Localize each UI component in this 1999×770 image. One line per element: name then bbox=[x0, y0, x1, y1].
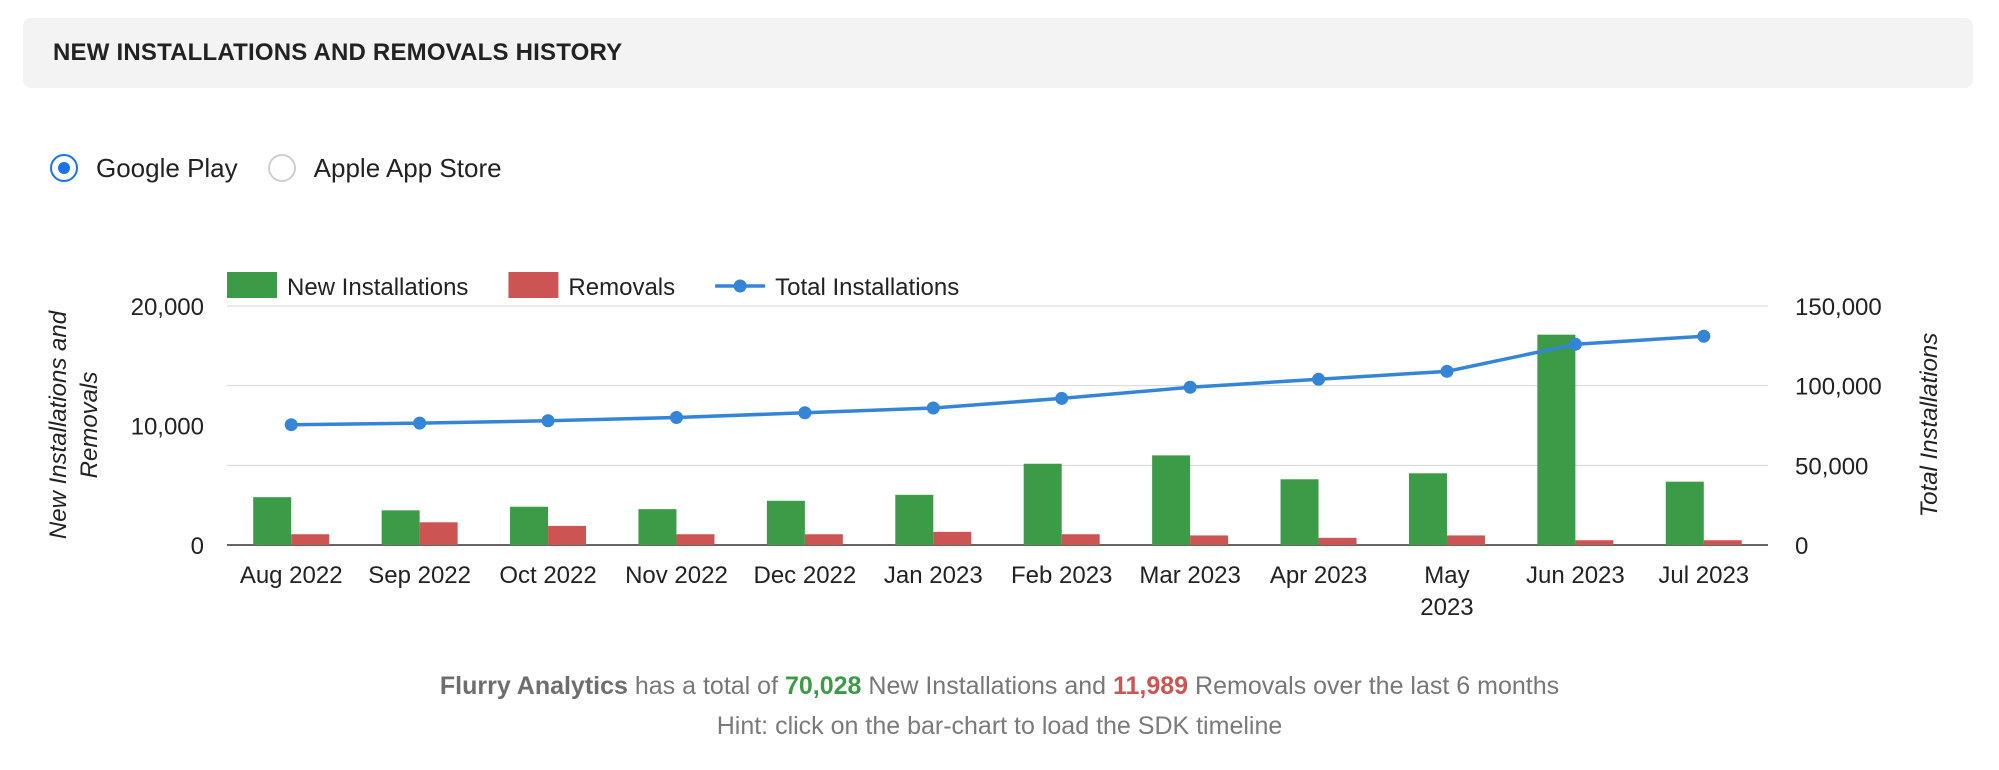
section-header: NEW INSTALLATIONS AND REMOVALS HISTORY bbox=[23, 18, 1973, 88]
app-name: Flurry Analytics bbox=[439, 672, 628, 700]
summary-text-3: Removals over the last 6 months bbox=[1195, 672, 1560, 700]
new-installations-bar bbox=[1152, 455, 1191, 545]
new-installations-bar bbox=[1023, 463, 1062, 545]
x-tick-label: Oct 2022 bbox=[499, 562, 596, 589]
removals-bar bbox=[933, 531, 972, 545]
total-installations-point bbox=[669, 411, 683, 425]
summary-line: Flurry Analytics has a total of 70,028 N… bbox=[0, 672, 1999, 701]
store-radio-group: Google Play Apple App Store bbox=[50, 148, 532, 188]
x-tick-label: Jun 2023 bbox=[1526, 562, 1625, 589]
apple-app-store-label[interactable]: Apple App Store bbox=[313, 152, 502, 183]
removals-bar bbox=[548, 525, 587, 545]
y-tick-label-left: 10,000 bbox=[131, 414, 204, 441]
y-tick-label-right: 100,000 bbox=[1795, 374, 1882, 401]
total-installations-point bbox=[541, 414, 555, 428]
x-tick-label: Dec 2022 bbox=[754, 562, 857, 589]
new-installations-bar bbox=[381, 510, 420, 545]
y-axis-title-left-line: Removals bbox=[76, 372, 103, 479]
y-tick-label-right: 150,000 bbox=[1795, 294, 1882, 321]
removals-bar bbox=[419, 522, 458, 545]
removals-bar bbox=[1446, 535, 1485, 545]
x-tick-label: Jan 2023 bbox=[884, 562, 983, 589]
y-tick-label-left: 20,000 bbox=[131, 294, 204, 321]
new-installations-bar bbox=[895, 494, 934, 545]
total-installations-point bbox=[284, 418, 298, 432]
installs-total: 70,028 bbox=[784, 672, 862, 700]
summary-text-1: has a total of bbox=[634, 672, 779, 700]
total-installations-point bbox=[1183, 380, 1197, 394]
installations-chart[interactable]: 0 10,000 20,000 0 50,000 100,000 150,000 New In… bbox=[0, 0, 1999, 660]
summary-text-2: New Installations and bbox=[868, 672, 1107, 700]
x-tick-label: Feb 2023 bbox=[1011, 562, 1112, 589]
new-installations-bar bbox=[766, 500, 805, 545]
x-tick-label: Sep 2022 bbox=[368, 562, 471, 589]
removals-bar bbox=[291, 534, 330, 545]
total-installations-line bbox=[291, 334, 1704, 427]
legend-swatch bbox=[227, 272, 277, 298]
google-play-label[interactable]: Google Play bbox=[96, 152, 238, 183]
new-installations-bar bbox=[510, 506, 549, 545]
y-tick-label-right: 0 bbox=[1795, 533, 1808, 560]
y-tick-label-right: 50,000 bbox=[1795, 453, 1868, 480]
removals-bar bbox=[1703, 540, 1742, 545]
new-installations-bar bbox=[253, 497, 292, 545]
removals-total: 11,989 bbox=[1113, 672, 1189, 700]
google-play-radio[interactable] bbox=[50, 154, 78, 182]
total-installations-point bbox=[798, 406, 812, 420]
google-play-option[interactable]: Google Play bbox=[50, 153, 238, 184]
y-axis-title-left: New Installations and Removals bbox=[45, 310, 103, 539]
x-tick-label: Mar 2023 bbox=[1139, 562, 1240, 589]
section-title: NEW INSTALLATIONS AND REMOVALS HISTORY bbox=[53, 39, 623, 66]
y-axis-title-left-line: New Installations and bbox=[45, 310, 72, 539]
y-axis-title-right: Total Installations bbox=[1916, 333, 1943, 518]
y-tick-label-left: 0 bbox=[191, 533, 204, 560]
total-installations-point bbox=[1312, 372, 1326, 386]
total-installations-point bbox=[926, 401, 940, 415]
x-tick-label: May bbox=[1424, 562, 1469, 589]
x-tick-label: Nov 2022 bbox=[625, 562, 728, 589]
total-installations-point bbox=[1568, 337, 1582, 351]
total-installations-point bbox=[1697, 329, 1711, 343]
removals-bar bbox=[1575, 540, 1614, 545]
x-tick-label: Aug 2022 bbox=[240, 562, 343, 589]
removals-bar bbox=[804, 534, 843, 545]
legend-marker bbox=[733, 279, 747, 293]
removals-bar bbox=[1190, 535, 1229, 545]
hint-text: Hint: click on the bar-chart to load the… bbox=[716, 712, 1283, 740]
x-tick-label: Jul 2023 bbox=[1658, 562, 1749, 589]
total-installations-point bbox=[413, 416, 427, 430]
removals-bar bbox=[676, 534, 715, 545]
x-tick-label: Apr 2023 bbox=[1270, 562, 1367, 589]
new-installations-bar bbox=[1665, 481, 1704, 545]
new-installations-bar bbox=[1280, 479, 1319, 545]
total-installations-point bbox=[1055, 391, 1069, 405]
new-installations-bar bbox=[638, 509, 677, 545]
new-installations-bar bbox=[1408, 473, 1447, 545]
legend-label: Removals bbox=[568, 274, 675, 301]
x-tick-label: 2023 bbox=[1420, 594, 1473, 621]
total-installations-point bbox=[1440, 364, 1454, 378]
new-installations-bar bbox=[1537, 334, 1576, 545]
removals-bar bbox=[1318, 537, 1357, 545]
apple-app-store-radio[interactable] bbox=[267, 154, 296, 182]
removals-bar bbox=[1061, 534, 1100, 545]
legend-label: New Installations bbox=[287, 274, 468, 301]
legend-label: Total Installations bbox=[775, 274, 959, 301]
apple-app-store-option[interactable]: Apple App Store bbox=[267, 152, 502, 184]
legend-swatch bbox=[508, 272, 559, 298]
